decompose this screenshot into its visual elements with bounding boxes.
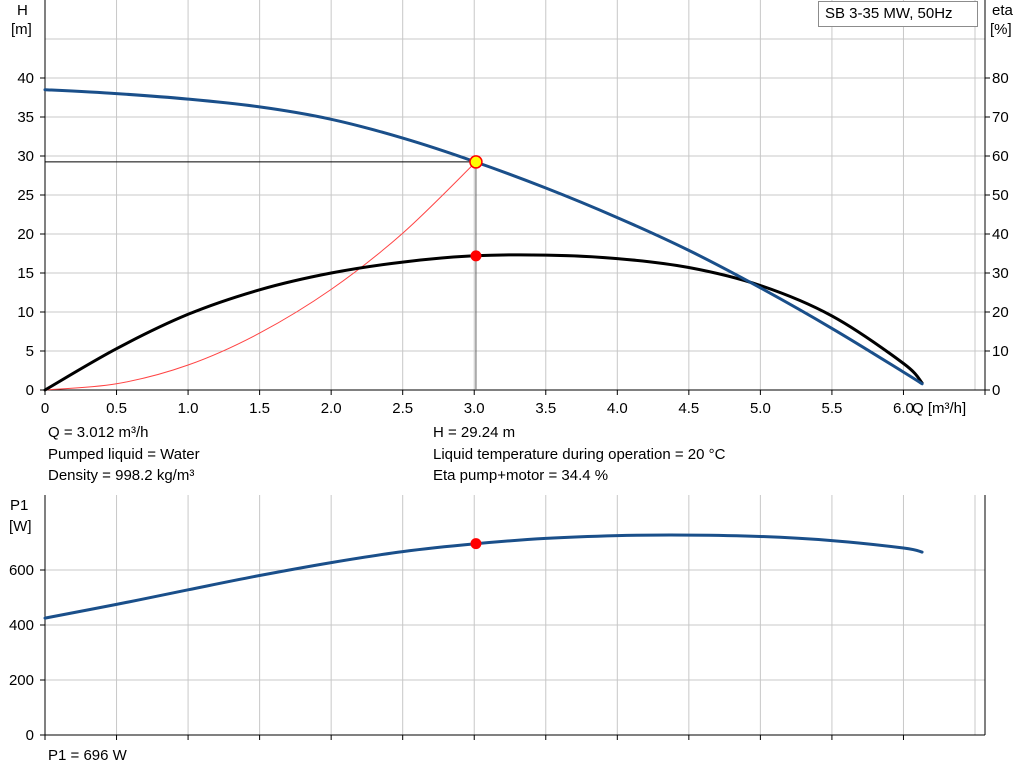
x-tick-label: 3.5 (535, 400, 556, 417)
efficiency-readout: Eta pump+motor = 34.4 % (433, 467, 609, 484)
right-axis-unit: [%] (990, 21, 1012, 38)
power-tick-label: 0 (26, 727, 34, 744)
pump-model-legend: SB 3-35 MW, 50Hz (818, 1, 978, 27)
power-tick-label: 600 (9, 562, 34, 579)
right-tick-label: 20 (992, 304, 1009, 321)
x-tick-label: 4.5 (678, 400, 699, 417)
right-axis-title: eta (992, 2, 1014, 19)
left-tick-label: 5 (26, 343, 34, 360)
power-axis-unit: [W] (9, 518, 32, 535)
flow-readout: Q = 3.012 m³/h (48, 424, 149, 441)
x-axis-label: Q [m³/h] (912, 400, 966, 417)
left-axis-unit: [m] (11, 21, 32, 38)
x-tick-label: 3.0 (464, 400, 485, 417)
duty-point-marker (469, 155, 483, 169)
pump-model-label: SB 3-35 MW, 50Hz (825, 5, 953, 22)
x-tick-label: 1.5 (249, 400, 270, 417)
x-tick-label: 2.5 (392, 400, 413, 417)
x-tick-label: 2.0 (321, 400, 342, 417)
power-tick-label: 200 (9, 672, 34, 689)
x-tick-label: 4.0 (607, 400, 628, 417)
left-axis-title: H (17, 2, 28, 19)
left-tick-label: 10 (17, 304, 34, 321)
liquid-temperature-readout: Liquid temperature during operation = 20… (433, 446, 726, 463)
power-readout: P1 = 696 W (48, 747, 127, 764)
head-readout: H = 29.24 m (433, 424, 516, 441)
left-tick-label: 40 (17, 70, 34, 87)
power-tick-label: 400 (9, 617, 34, 634)
power-axis-title: P1 (10, 497, 28, 514)
power-curve (43, 533, 924, 620)
x-tick-label: 1.0 (178, 400, 199, 417)
x-tick-label: 5.0 (750, 400, 771, 417)
right-tick-label: 80 (992, 70, 1009, 87)
right-tick-label: 30 (992, 265, 1009, 282)
density-readout: Density = 998.2 kg/m³ (48, 467, 195, 484)
head-curve (43, 88, 924, 386)
left-tick-label: 15 (17, 265, 34, 282)
efficiency-duty-marker (470, 250, 482, 262)
left-tick-label: 25 (17, 187, 34, 204)
right-tick-label: 50 (992, 187, 1009, 204)
system-curve (44, 161, 477, 391)
efficiency-curve (43, 253, 924, 392)
left-tick-label: 35 (17, 109, 34, 126)
power-duty-marker (470, 538, 482, 550)
left-tick-label: 20 (17, 226, 34, 243)
pumped-liquid-readout: Pumped liquid = Water (48, 446, 200, 463)
x-tick-label: 0.5 (106, 400, 127, 417)
right-tick-label: 40 (992, 226, 1009, 243)
left-tick-label: 30 (17, 148, 34, 165)
x-tick-label: 0 (41, 400, 49, 417)
x-tick-label: 5.5 (821, 400, 842, 417)
right-tick-label: 70 (992, 109, 1009, 126)
x-tick-label: 6.0 (893, 400, 914, 417)
right-tick-label: 10 (992, 343, 1009, 360)
right-tick-label: 0 (992, 382, 1000, 399)
left-tick-label: 0 (26, 382, 34, 399)
right-tick-label: 60 (992, 148, 1009, 165)
